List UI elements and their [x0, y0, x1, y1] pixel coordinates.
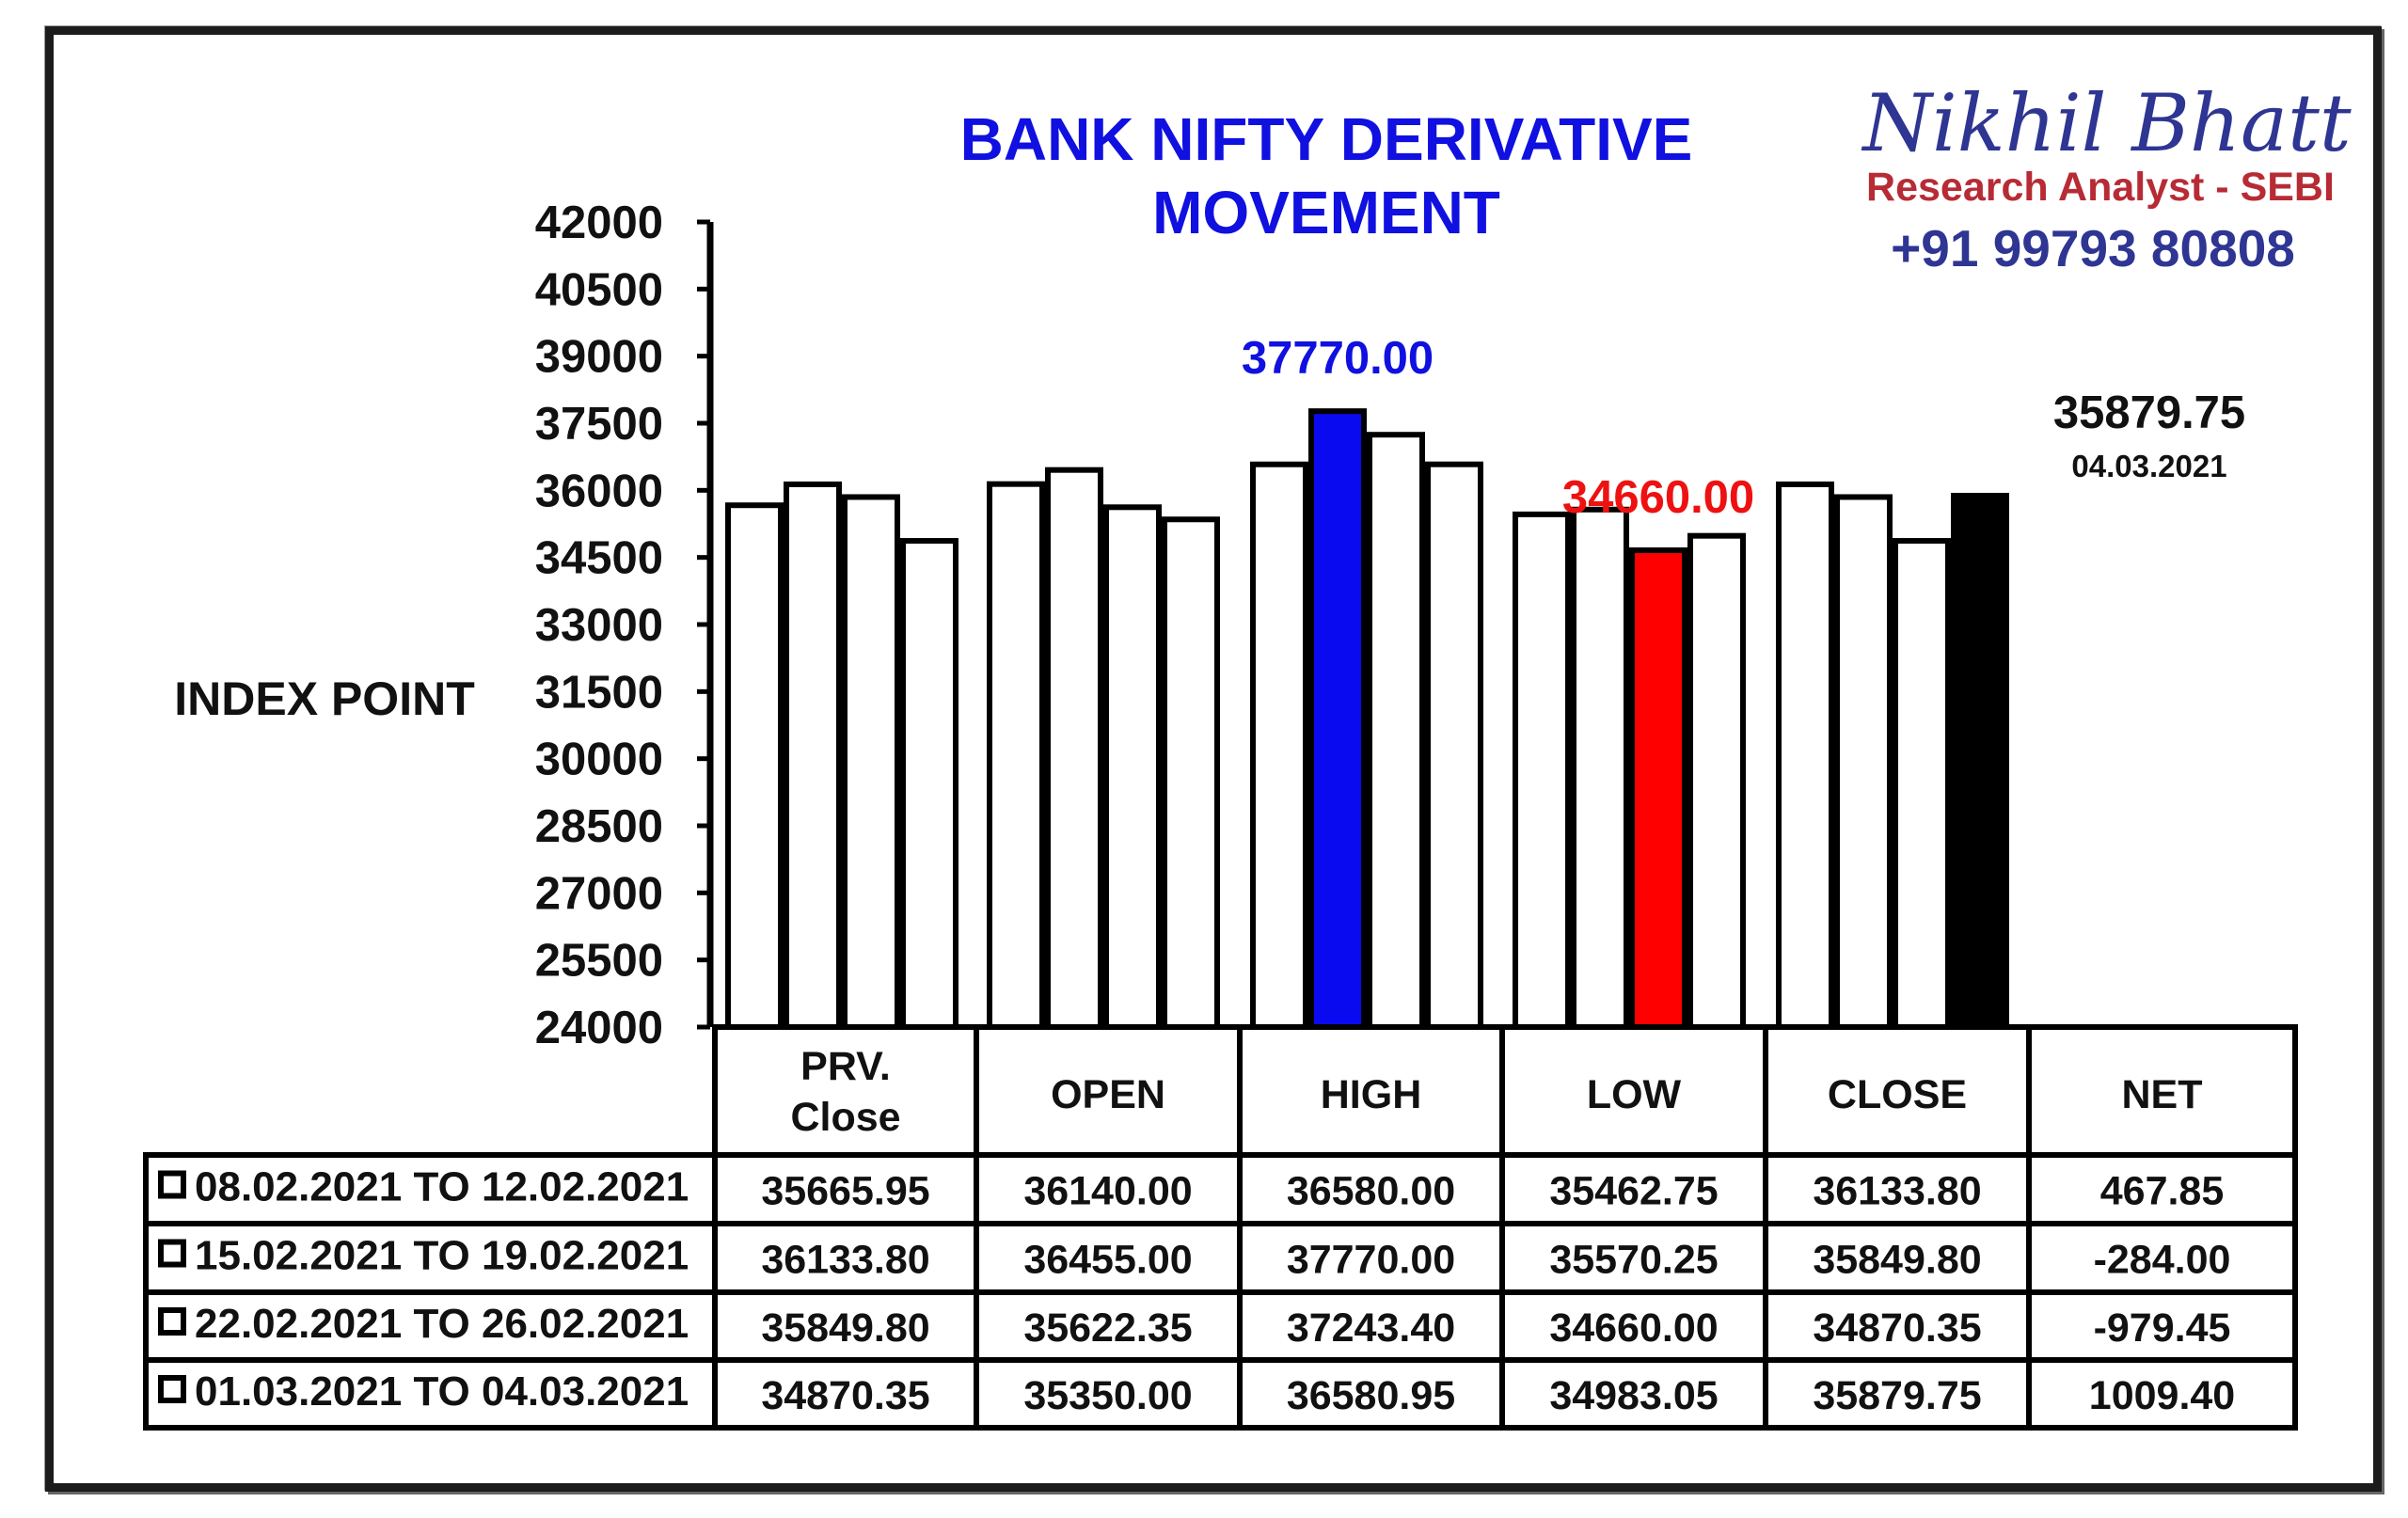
- bar-2-2: [1367, 432, 1425, 1030]
- brand-subtitle: Research Analyst - SEBI: [1866, 165, 2335, 210]
- y-tick-label: 30000: [535, 735, 663, 785]
- column-header: PRV.: [800, 1044, 891, 1089]
- brand-name: Nikhil Bhatt: [1861, 77, 2351, 169]
- cell-value: 35849.80: [1813, 1238, 1981, 1283]
- column-header: NET: [2122, 1072, 2203, 1117]
- cell-value: 34983.05: [1549, 1373, 1718, 1418]
- cell-value: 35879.75: [1813, 1373, 1981, 1418]
- bar-0-2: [842, 494, 900, 1030]
- column-header: CLOSE: [1828, 1072, 1967, 1117]
- series-name: 22.02.2021 TO 26.02.2021: [195, 1301, 689, 1347]
- series-legend-marker: [158, 1307, 186, 1336]
- cell-value: 35665.95: [761, 1169, 929, 1214]
- bar-2-0: [1250, 461, 1308, 1030]
- table-cell: [2026, 1357, 2298, 1431]
- bar-3-2: [1629, 547, 1687, 1031]
- cell-value: 35622.35: [1023, 1305, 1192, 1351]
- y-tick-label: 34500: [535, 533, 663, 584]
- y-tick-label: 27000: [535, 868, 663, 919]
- bar-3-3: [1687, 532, 1746, 1030]
- column-header: HIGH: [1321, 1072, 1422, 1117]
- highlight-label: 35879.75: [2053, 387, 2245, 438]
- y-tick-label: 37500: [535, 399, 663, 450]
- cell-value: 37243.40: [1287, 1305, 1455, 1351]
- bar-4-2: [1893, 538, 1951, 1030]
- y-axis-label: INDEX POINT: [174, 672, 474, 725]
- cell-value: 467.85: [2100, 1169, 2225, 1214]
- cell-value: 1009.40: [2089, 1373, 2235, 1418]
- cell-value: 36580.00: [1287, 1169, 1455, 1214]
- y-tick-label: 33000: [535, 600, 663, 651]
- cell-value: 34870.35: [1813, 1305, 1981, 1351]
- bar-2-1: [1308, 408, 1367, 1031]
- cell-value: 35350.00: [1023, 1373, 1192, 1418]
- series-legend-marker: [158, 1239, 186, 1268]
- bar-4-3: [1951, 493, 2009, 1030]
- series-name: 15.02.2021 TO 19.02.2021: [195, 1233, 689, 1279]
- cell-value: 34870.35: [761, 1373, 929, 1418]
- y-tick-label: 39000: [535, 332, 663, 383]
- cell-value: 35570.25: [1549, 1238, 1718, 1283]
- chart-frame: [45, 26, 2382, 1492]
- column-header: Close: [790, 1095, 900, 1140]
- y-tick-label: 31500: [535, 667, 663, 718]
- y-tick-label: 40500: [535, 264, 663, 315]
- bar-3-0: [1513, 511, 1571, 1030]
- bar-3-1: [1571, 506, 1629, 1030]
- cell-value: 34660.00: [1549, 1305, 1718, 1351]
- bar-1-1: [1045, 466, 1103, 1030]
- chart-title-line-2: MOVEMENT: [1152, 179, 1500, 246]
- series-legend-marker: [158, 1375, 186, 1403]
- cell-value: 36133.80: [761, 1238, 929, 1283]
- bar-4-0: [1776, 481, 1834, 1030]
- y-tick-label: 24000: [535, 1003, 663, 1053]
- cell-value: -979.45: [2094, 1305, 2231, 1351]
- y-tick-label: 36000: [535, 466, 663, 516]
- y-tick-label: 42000: [535, 198, 663, 248]
- bar-2-3: [1425, 461, 1483, 1030]
- highlight-label: 37770.00: [1242, 333, 1434, 384]
- y-tick-label: 25500: [535, 936, 663, 987]
- column-header: OPEN: [1051, 1072, 1165, 1117]
- cell-value: 35849.80: [761, 1305, 929, 1351]
- highlight-label: 34660.00: [1562, 472, 1754, 523]
- column-header: LOW: [1587, 1072, 1682, 1117]
- bar-0-0: [725, 502, 784, 1030]
- series-name: 01.03.2021 TO 04.03.2021: [195, 1368, 689, 1415]
- cell-value: 36133.80: [1813, 1169, 1981, 1214]
- bar-1-0: [987, 481, 1045, 1030]
- y-tick-label: 28500: [535, 801, 663, 852]
- brand-phone: +91 99793 80808: [1891, 219, 2295, 277]
- bar-0-3: [900, 538, 958, 1030]
- cell-value: 36140.00: [1023, 1169, 1192, 1214]
- series-legend-marker: [158, 1170, 186, 1199]
- bar-1-2: [1103, 504, 1162, 1030]
- bar-1-3: [1162, 516, 1220, 1030]
- bar-4-1: [1834, 494, 1893, 1030]
- cell-value: -284.00: [2094, 1238, 2231, 1283]
- cell-value: 36455.00: [1023, 1238, 1192, 1283]
- highlight-sublabel: 04.03.2021: [2071, 449, 2226, 483]
- series-name: 08.02.2021 TO 12.02.2021: [195, 1164, 689, 1210]
- chart-title-line-1: BANK NIFTY DERIVATIVE: [960, 105, 1693, 173]
- bar-0-1: [784, 481, 842, 1030]
- cell-value: 37770.00: [1287, 1238, 1455, 1283]
- cell-value: 36580.95: [1287, 1373, 1455, 1418]
- cell-value: 35462.75: [1549, 1169, 1718, 1214]
